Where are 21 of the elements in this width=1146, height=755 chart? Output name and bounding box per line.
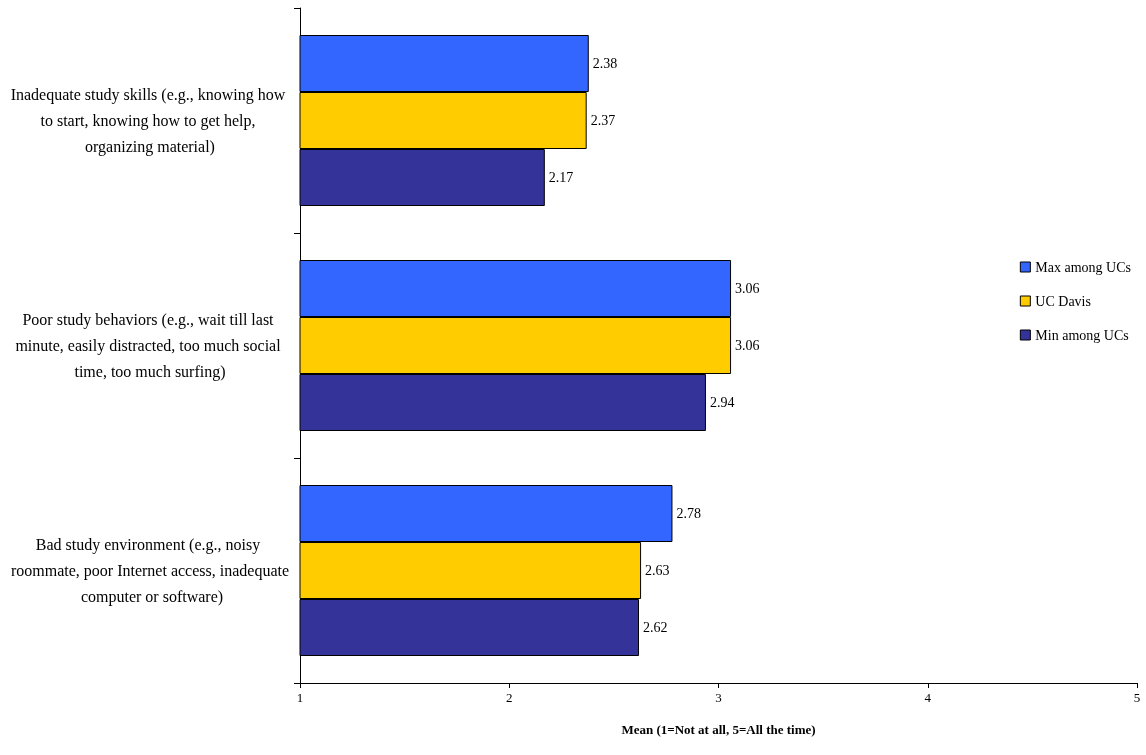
legend-label: Min among UCs (1035, 327, 1129, 343)
legend-label: UC Davis (1035, 293, 1091, 309)
y-tick-label: Poor study behaviors (e.g., wait till last minute, easily distracted, too much social time, too much surfing) (15, 311, 285, 381)
x-tick-label: 3 (715, 690, 722, 705)
data-label: 2.38 (592, 56, 618, 71)
x-axis-title: Mean (1=Not at all, 5=All the time) (621, 722, 816, 737)
data-label: 2.62 (642, 620, 668, 635)
y-tick-label: Bad study environment (e.g., noisy roommate, poor Internet access, inadequate computer or software) (10, 536, 290, 606)
y-tick-label: Inadequate study skills (e.g., knowing how to start, knowing how to get help, organizing material) (10, 86, 290, 156)
data-label: 3.06 (735, 281, 760, 296)
x-tick-label: 2 (506, 690, 513, 705)
data-label: 3.06 (735, 338, 760, 353)
x-tick-label: 4 (924, 690, 932, 705)
x-tick-label: 5 (1133, 690, 1141, 705)
data-label: 2.94 (709, 395, 735, 410)
x-tick-label: 1 (296, 690, 304, 705)
data-label: 2.63 (645, 563, 670, 578)
data-label: 2.78 (676, 506, 701, 521)
legend-label: Max among UCs (1035, 259, 1132, 275)
data-label: 2.17 (548, 170, 574, 185)
data-label: 2.37 (590, 113, 616, 128)
